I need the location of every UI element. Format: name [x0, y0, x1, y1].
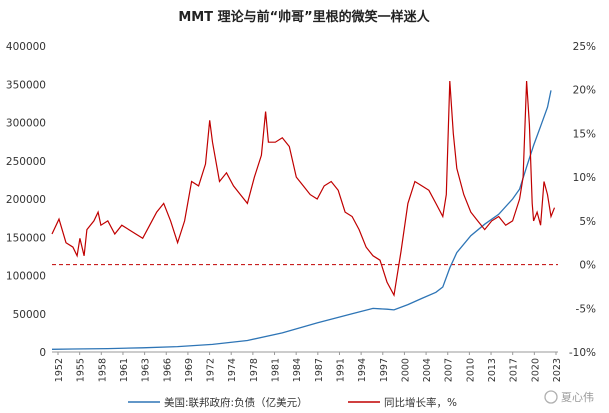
left-tick-label: 250000 [6, 156, 46, 168]
legend-label-debt: 美国:联邦政府:负债（亿美元） [164, 396, 308, 409]
x-tick-label: 1991 [335, 358, 346, 382]
x-tick-label: 2004 [422, 358, 433, 382]
x-axis-ticks: 1952 1955 1958 1961 1963 1966 1969 1972 1974 1978… [54, 352, 563, 382]
x-tick-label: 1978 [249, 358, 260, 382]
watermark-text: 夏心伟 [561, 391, 594, 404]
right-tick-label: 25% [573, 41, 596, 53]
right-axis-ticks: -10% -5% 0% 5% 10% 15% 20% 25% [569, 41, 596, 359]
watermark: 夏心伟 [544, 390, 594, 404]
x-tick-label: 1974 [227, 358, 238, 382]
x-tick-label: 2013 [487, 358, 498, 382]
right-tick-label: -5% [576, 303, 596, 315]
chart-title: MMT 理论与前“帅哥”里根的微笑一样迷人 [178, 9, 430, 25]
left-tick-label: 100000 [6, 271, 46, 283]
x-tick-label: 1984 [292, 358, 303, 382]
right-tick-label: 10% [573, 172, 596, 184]
series-line-growth-rate [51, 80, 556, 298]
legend: 美国:联邦政府:负债（亿美元） 同比增长率，% [128, 396, 457, 409]
x-tick-label: 1963 [141, 358, 152, 382]
right-tick-label: 15% [573, 128, 596, 140]
legend-label-growth-rate: 同比增长率，% [384, 396, 457, 409]
left-tick-label: 150000 [6, 232, 46, 244]
x-tick-label: 1987 [314, 358, 325, 382]
x-tick-label: 1994 [357, 358, 368, 382]
x-tick-label: 1981 [271, 358, 282, 382]
x-tick-label: 1969 [184, 358, 195, 382]
left-tick-label: 0 [39, 347, 46, 359]
left-tick-label: 350000 [6, 79, 46, 91]
x-tick-label: 2023 [552, 358, 563, 382]
x-tick-label: 2020 [530, 358, 541, 382]
x-tick-label: 2000 [400, 358, 411, 382]
x-tick-label: 1961 [119, 358, 130, 382]
right-tick-label: -10% [569, 347, 596, 359]
x-tick-label: 1997 [379, 358, 390, 382]
x-tick-label: 2017 [509, 358, 520, 382]
left-tick-label: 300000 [6, 118, 46, 130]
x-tick-label: 1958 [97, 358, 108, 382]
x-tick-label: 1955 [76, 358, 87, 382]
x-tick-label: 1952 [54, 358, 65, 382]
right-tick-label: 0% [579, 260, 596, 272]
right-tick-label: 20% [573, 85, 596, 97]
left-tick-label: 50000 [13, 309, 46, 321]
weibo-logo-icon [544, 390, 558, 404]
x-tick-label: 1972 [206, 358, 217, 382]
left-axis-ticks: 0 50000 100000 150000 200000 250000 300000 3500… [6, 41, 46, 359]
left-tick-label: 200000 [6, 194, 46, 206]
left-tick-label: 400000 [6, 41, 46, 53]
x-tick-label: 2007 [444, 358, 455, 382]
x-tick-label: 2010 [465, 358, 476, 382]
x-tick-label: 1966 [162, 358, 173, 382]
right-tick-label: 5% [579, 216, 596, 228]
